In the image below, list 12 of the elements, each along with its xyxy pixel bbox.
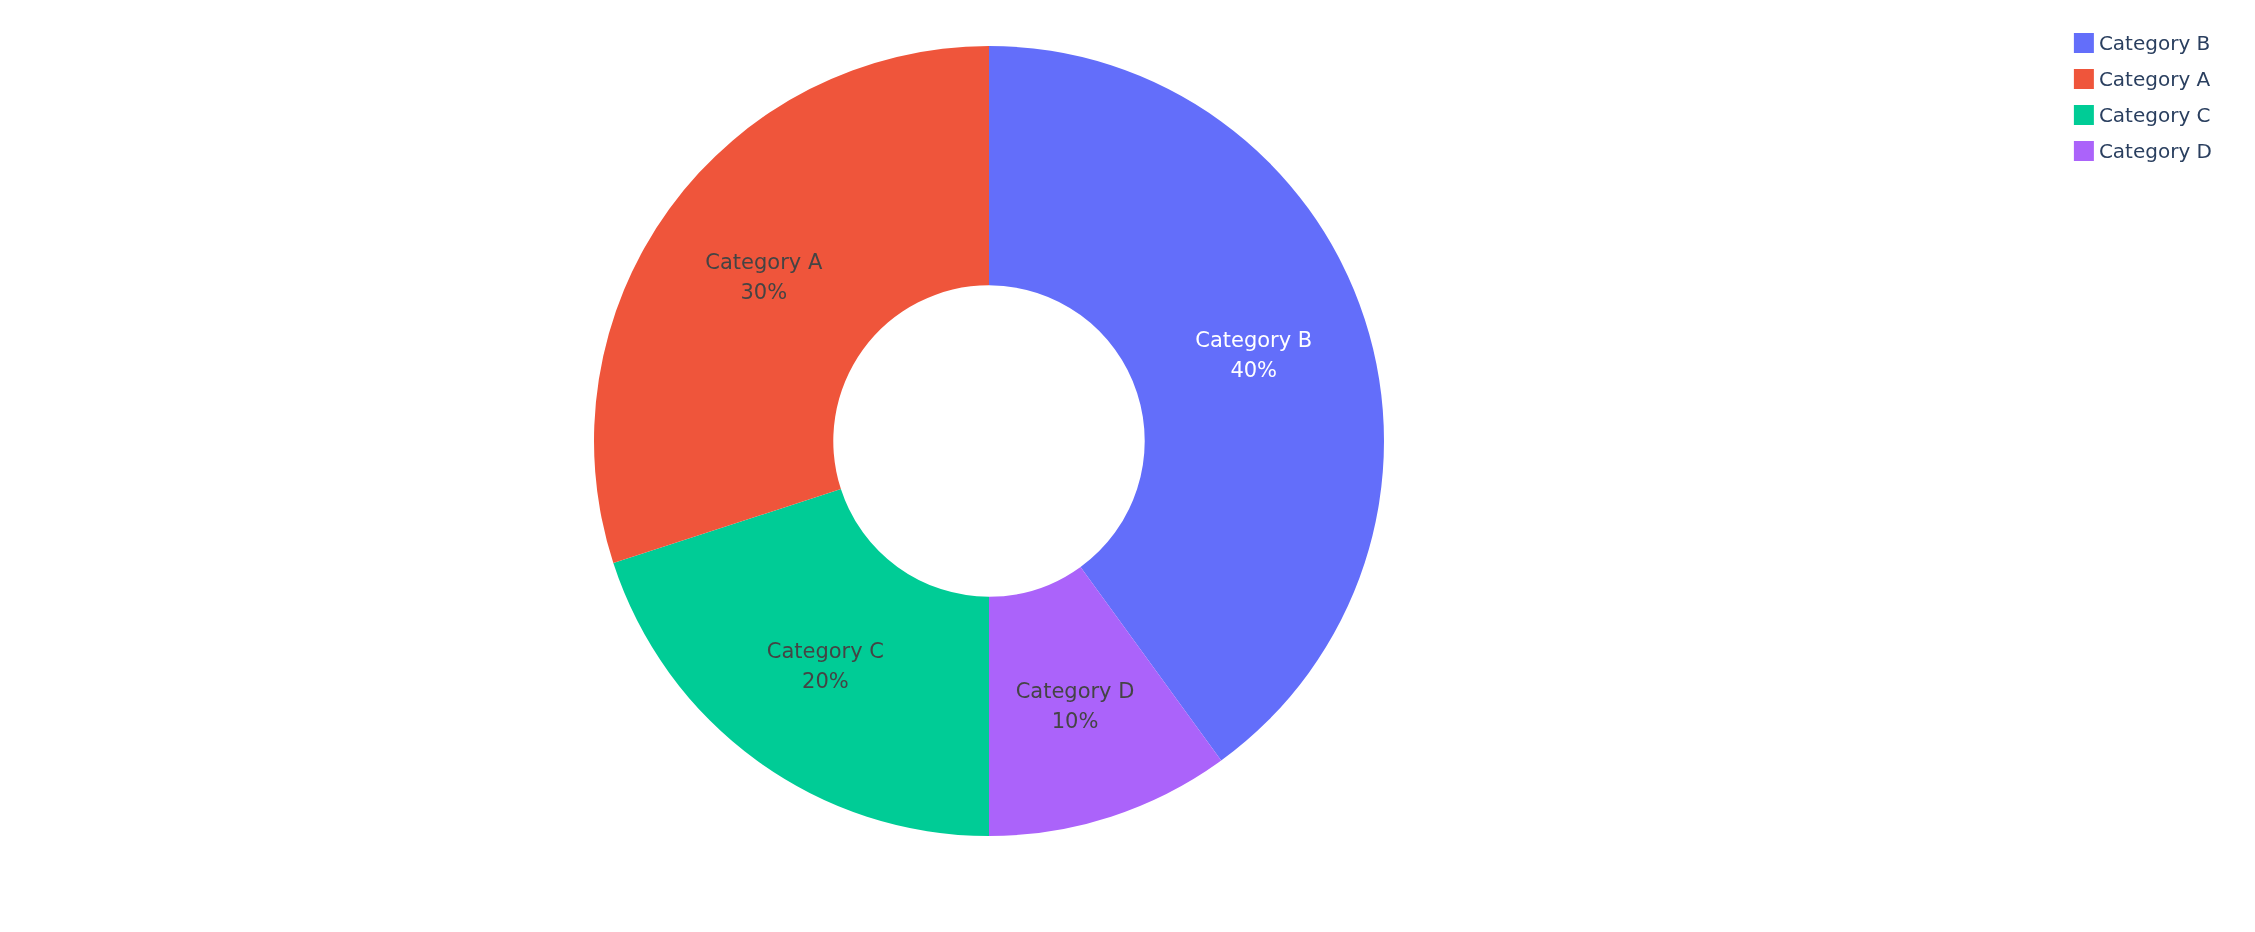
data-label: 20% bbox=[802, 669, 849, 694]
legend-label: Category A bbox=[2098, 67, 2211, 91]
data-label: 30% bbox=[740, 280, 788, 305]
legend-label: Category C bbox=[2098, 103, 2211, 127]
legend-label: Category D bbox=[2098, 139, 2213, 163]
slice-label: Category A bbox=[705, 250, 823, 275]
slice-label: Category B bbox=[1195, 327, 1313, 352]
slice-label: Category D bbox=[1015, 678, 1135, 703]
data-label: 10% bbox=[1051, 708, 1099, 733]
data-label: 40% bbox=[1230, 357, 1278, 382]
legend-label: Category B bbox=[2098, 31, 2211, 55]
slice-label: Category C bbox=[766, 639, 885, 664]
